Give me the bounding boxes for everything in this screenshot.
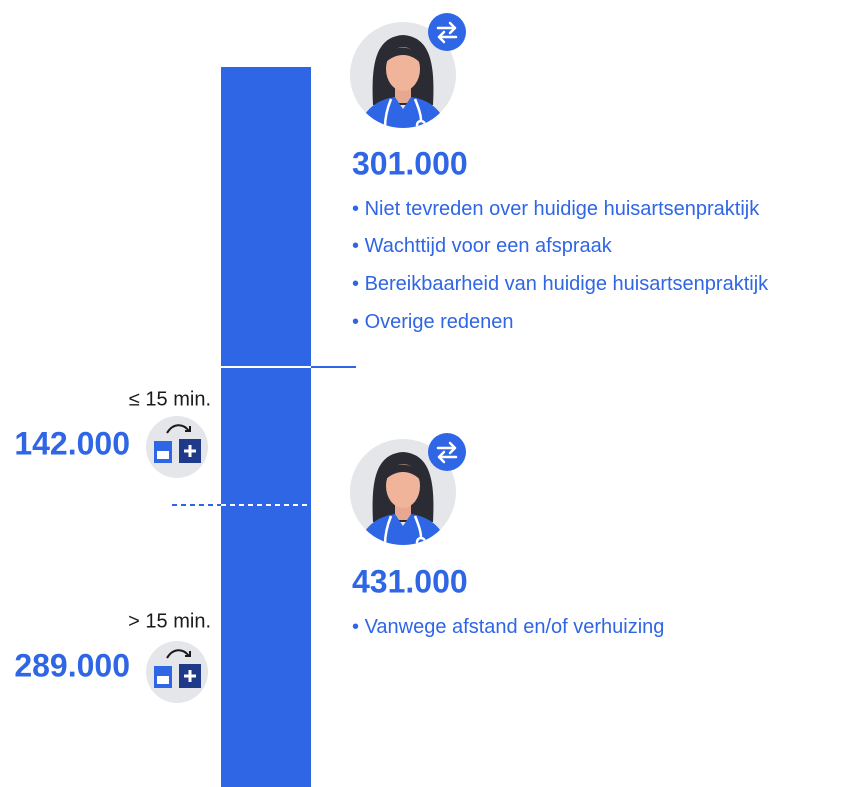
distance-value: 142.000 — [14, 425, 130, 461]
reason: • Wachttijd voor een afspraak — [352, 235, 613, 257]
distance-value: 289.000 — [14, 647, 130, 683]
reason: • Vanwege afstand en/of verhuizing — [352, 616, 664, 638]
move-icon — [144, 639, 210, 705]
group-value: 301.000 — [352, 145, 468, 181]
swap-icon — [426, 11, 468, 53]
distance-label: ≤ 15 min. — [129, 388, 211, 410]
distance-label: > 15 min. — [128, 610, 211, 632]
reason: • Niet tevreden over huidige huisartsenp… — [352, 198, 760, 220]
group-value: 431.000 — [352, 563, 468, 599]
bar — [221, 67, 311, 787]
swap-icon — [426, 431, 468, 473]
reason: • Bereikbaarheid van huidige huisartsenp… — [352, 273, 769, 295]
move-icon — [144, 414, 210, 480]
reason: • Overige redenen — [352, 311, 514, 333]
